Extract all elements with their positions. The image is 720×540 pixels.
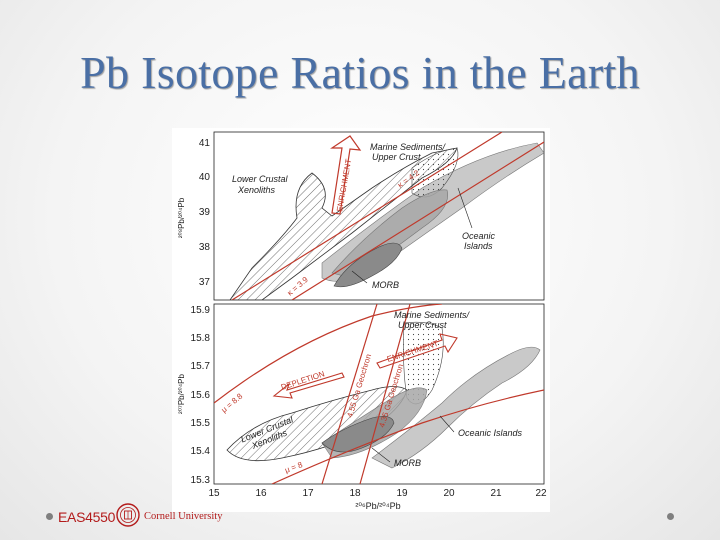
bottom-xtick: 15 [208,488,220,499]
bottom-enrichment-arrow [376,333,458,369]
top-enrichment-arrow [330,135,362,215]
top-ytick: 37 [199,277,211,288]
bottom-xtick: 18 [349,488,361,499]
top-ylabel: ²⁰⁸Pb/²⁰⁴Pb [177,197,186,238]
slide-title: Pb Isotope Ratios in the Earth [80,47,640,98]
bottom-mu-8-curve [271,389,544,484]
top-panel: 41 40 39 38 37 ²⁰⁸Pb/²⁰⁴Pb Lower Crustal… [177,131,545,301]
top-morb-field [333,242,403,288]
svg-text:Islands: Islands [464,241,493,251]
bottom-panel: 15.9 15.8 15.7 15.6 15.5 15.4 15.3 15 16… [177,303,547,511]
bottom-xtick: 22 [535,488,547,499]
svg-text:Upper Crust: Upper Crust [398,320,447,330]
pb-isotope-figure: 41 40 39 38 37 ²⁰⁸Pb/²⁰⁴Pb Lower Crustal… [172,128,550,512]
bottom-mu-88-curve [214,304,443,404]
top-label-marine: Marine Sediments/ [370,142,447,152]
bottom-ytick: 15.7 [191,361,211,372]
bottom-ytick: 15.4 [191,446,211,457]
svg-text:Upper Crust: Upper Crust [372,152,421,162]
bottom-label-morb: MORB [394,458,421,468]
bottom-oceanic-islands-field [371,346,541,469]
top-y-ticks: 41 40 39 38 37 [199,138,211,288]
top-label-lower-crustal: Lower Crustal [232,174,289,184]
bottom-ytick: 15.5 [191,418,211,429]
bottom-label-marine: Marine Sediments/ [394,310,471,320]
course-code: EAS4550 [58,509,116,525]
bottom-ylabel: ²⁰⁷Pb/²⁰⁴Pb [177,374,186,414]
bottom-xtick: 17 [302,488,314,499]
bottom-xtick: 19 [396,488,408,499]
bottom-x-ticks: 15 16 17 18 19 20 21 22 [208,488,547,499]
cornell-seal-icon [116,503,140,527]
bottom-xlabel: ²⁰⁶Pb/²⁰⁴Pb [355,501,400,511]
bottom-xtick: 21 [490,488,502,499]
bottom-ytick: 15.3 [191,475,211,486]
bottom-ytick: 15.6 [191,390,211,401]
bottom-depletion-arrow [272,372,345,399]
top-label-morb: MORB [372,280,399,290]
top-ytick: 39 [199,207,211,218]
bottom-xtick: 20 [443,488,455,499]
top-ytick: 40 [199,172,211,183]
top-ytick: 38 [199,242,211,253]
bottom-ytick: 15.8 [191,333,211,344]
footer-bullet-left-icon [46,513,53,520]
footer-bullet-right-icon [667,513,674,520]
bottom-y-ticks: 15.9 15.8 15.7 15.6 15.5 15.4 15.3 [191,305,211,486]
bottom-ytick: 15.9 [191,305,211,316]
svg-text:Xenoliths: Xenoliths [237,185,276,195]
top-ytick: 41 [199,138,211,149]
bottom-label-oceanic: Oceanic Islands [458,428,523,438]
bottom-xtick: 16 [255,488,267,499]
top-label-oceanic: Oceanic [462,231,496,241]
university-name: Cornell University [144,511,223,522]
